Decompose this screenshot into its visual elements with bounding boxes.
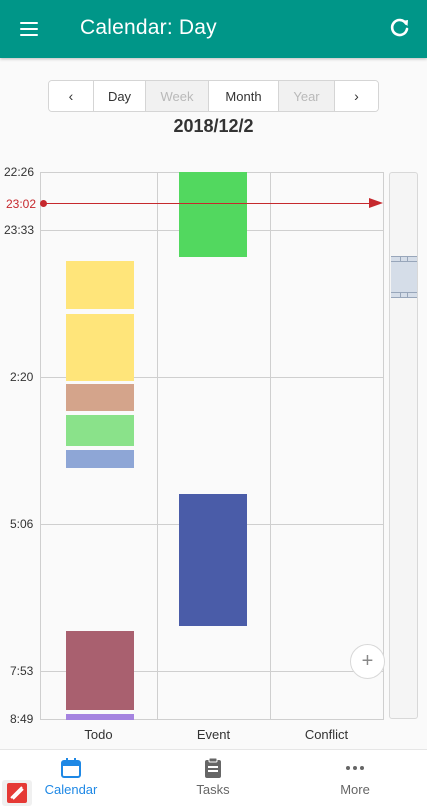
view-year-button: Year xyxy=(278,81,334,111)
todo-block[interactable] xyxy=(66,714,134,720)
event-block[interactable] xyxy=(179,172,247,257)
current-time-dot xyxy=(40,200,47,207)
nav-calendar[interactable]: Calendar xyxy=(0,750,142,808)
column-header-conflict: Conflict xyxy=(304,727,349,742)
current-time-arrow-icon xyxy=(369,198,383,208)
chevron-left-icon: ‹ xyxy=(68,88,74,104)
time-label: 2:20 xyxy=(10,370,34,384)
current-time-label: 23:02 xyxy=(6,197,37,211)
todo-block[interactable] xyxy=(66,314,134,381)
column-header-event: Event xyxy=(196,727,231,742)
grip-handle-icon xyxy=(391,292,417,298)
view-year-label: Year xyxy=(293,88,320,104)
nav-more-label: More xyxy=(340,782,370,797)
column-divider xyxy=(40,172,41,720)
view-day-label: Day xyxy=(107,88,132,104)
chevron-right-icon: › xyxy=(354,88,359,104)
grid-line xyxy=(40,377,383,378)
grip-handle-icon xyxy=(391,256,417,262)
view-month-label: Month xyxy=(225,88,262,104)
menu-icon[interactable] xyxy=(16,16,42,42)
todo-block[interactable] xyxy=(66,384,134,411)
time-label: 22:26 xyxy=(4,165,35,179)
column-divider xyxy=(157,172,158,720)
event-block[interactable] xyxy=(179,494,247,626)
view-week-label: Week xyxy=(160,88,194,104)
time-label: 7:53 xyxy=(10,664,34,678)
time-label: 8:49 xyxy=(10,712,34,726)
add-button[interactable]: + xyxy=(350,644,385,679)
column-divider xyxy=(270,172,271,720)
scrollbar-thumb[interactable] xyxy=(391,256,417,298)
nav-tasks-label: Tasks xyxy=(196,782,230,797)
page-title: Calendar: Day xyxy=(80,16,217,39)
todo-block[interactable] xyxy=(66,631,134,710)
grid-line xyxy=(40,719,383,720)
nav-calendar-label: Calendar xyxy=(44,782,98,797)
time-label: 23:33 xyxy=(4,223,35,237)
todo-block[interactable] xyxy=(66,261,134,309)
more-dots-icon xyxy=(344,757,366,784)
view-switcher: ‹ Day Week Month Year › xyxy=(48,80,379,112)
todo-block[interactable] xyxy=(66,415,134,446)
app-logo-icon xyxy=(2,780,32,806)
bottom-navigation: Calendar Tasks More xyxy=(0,749,427,808)
view-day-button[interactable]: Day xyxy=(93,81,145,111)
grid-line xyxy=(40,671,383,672)
date-header: 2018/12/2 xyxy=(173,116,254,136)
column-divider xyxy=(383,172,384,720)
nav-more[interactable]: More xyxy=(284,750,426,808)
current-time-line xyxy=(43,203,369,204)
clipboard-icon xyxy=(202,757,224,784)
time-label: 5:06 xyxy=(10,517,34,531)
day-timeline[interactable]: 22:26 23:33 2:20 5:06 7:53 8:49 23:02 xyxy=(0,165,427,726)
refresh-icon[interactable] xyxy=(387,15,413,41)
calendar-icon xyxy=(60,757,82,784)
app-bar: Calendar: Day xyxy=(0,0,427,58)
nav-tasks[interactable]: Tasks xyxy=(142,750,284,808)
prev-day-button[interactable]: ‹ xyxy=(49,81,93,111)
timeline-scrollbar[interactable] xyxy=(389,172,418,719)
view-month-button[interactable]: Month xyxy=(208,81,278,111)
todo-block[interactable] xyxy=(66,450,134,468)
column-header-todo: Todo xyxy=(84,727,113,742)
next-day-button[interactable]: › xyxy=(334,81,378,111)
view-week-button: Week xyxy=(145,81,208,111)
